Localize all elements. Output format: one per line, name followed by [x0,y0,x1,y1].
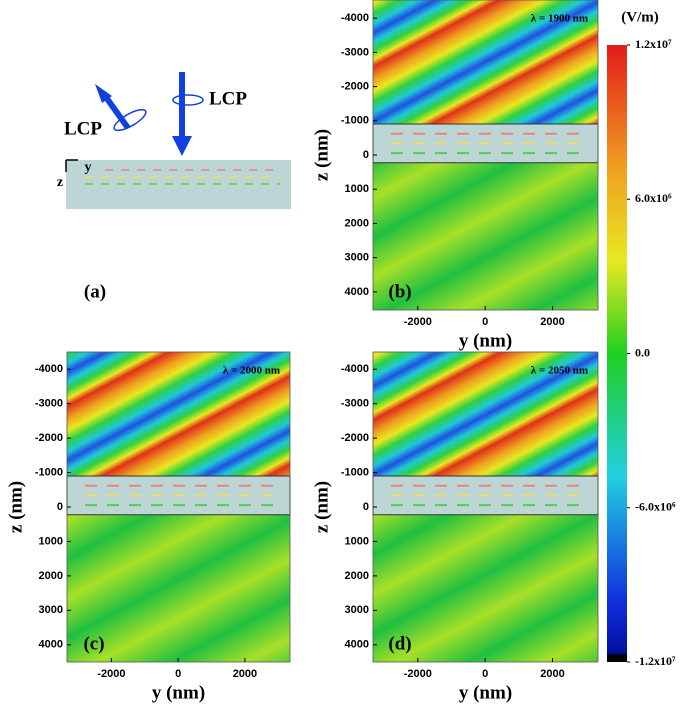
y-tick-label: 2000 [345,570,369,582]
colorbar-tick-label: 1.2x10⁷ [635,37,672,51]
x-axis-label: y (nm) [459,330,512,351]
polarization [113,108,147,132]
colorbar [607,45,627,662]
y-tick-label: 2000 [39,570,63,582]
x-tick-label: 0 [482,316,488,328]
substrate [66,160,291,209]
x-tick-label: -2000 [97,668,125,680]
y-tick-label: 4000 [345,286,369,298]
y-axis-label: z (nm) [311,129,332,181]
y-tick-label: -2000 [35,432,63,444]
y-tick-label: 3000 [345,252,369,264]
y-axis-label: z (nm) [311,481,332,533]
schematic: LCP LCP z y (a) [57,72,291,302]
y-tick-label: -4000 [35,363,63,375]
x-axis-label: y (nm) [459,682,512,703]
x-tick-label: -2000 [404,316,432,328]
colorbar-title: (V/m) [621,9,659,25]
x-tick-label: 0 [175,668,181,680]
y-tick-label: 4000 [345,639,369,651]
y-tick-label: -1000 [341,115,369,127]
y-tick-label: -3000 [341,46,369,58]
y-tick-label: 1000 [39,535,63,547]
panel-label: (b) [388,281,411,302]
axis-label: y [85,160,92,175]
y-tick-label: 1000 [345,535,369,547]
annotation: λ = 2000 nm [223,365,280,377]
colorbar-tick-label: 0.0 [635,345,650,359]
y-tick-label: 0 [57,501,63,513]
panel-label: (d) [388,633,411,654]
arrow-head [95,84,112,103]
y-tick-label: -3000 [35,398,63,410]
beam-label: LCP [64,118,102,139]
field-upper [67,352,290,476]
x-tick-label: 2000 [540,668,564,680]
arrow-head [172,136,192,156]
axis-label: z [57,175,63,190]
y-tick-label: 3000 [39,604,63,616]
panel-label: (c) [83,633,104,654]
x-tick-label: -2000 [404,668,432,680]
field-lower [373,514,598,662]
annotation: λ = 2050 nm [531,365,588,377]
beam-label: LCP [209,88,247,109]
y-tick-label: -2000 [341,80,369,92]
y-tick-label: 1000 [345,183,369,195]
panel-label: (a) [84,281,106,302]
y-tick-label: -1000 [341,466,369,478]
y-tick-label: -4000 [341,363,369,375]
annotation: λ = 1900 nm [531,13,588,25]
y-tick-label: -3000 [341,398,369,410]
y-tick-label: 0 [363,501,369,513]
colorbar-tick-label: -1.2x10⁷ [635,654,676,668]
x-tick-label: 2000 [233,668,257,680]
field-map [66,351,291,663]
field-map [372,0,599,311]
y-tick-label: 3000 [345,604,369,616]
y-tick-label: 2000 [345,217,369,229]
y-axis-label: z (nm) [5,481,26,533]
field-map [372,351,599,663]
field-lower [373,162,598,310]
colorbar-tick-label: 6.0x10⁶ [635,191,672,205]
y-tick-label: 0 [363,149,369,161]
y-tick-label: -2000 [341,432,369,444]
y-tick-label: -4000 [341,12,369,24]
x-axis-label: y (nm) [152,682,205,703]
polarization [172,94,204,106]
field-upper [373,0,598,124]
x-tick-label: 2000 [540,316,564,328]
field-lower [67,514,290,662]
x-tick-label: 0 [482,668,488,680]
field-upper [373,352,598,476]
nanostructures [85,169,280,185]
y-tick-label: -1000 [35,466,63,478]
y-tick-label: 4000 [39,639,63,651]
colorbar-tick-label: -6.0x10⁶ [635,500,676,514]
